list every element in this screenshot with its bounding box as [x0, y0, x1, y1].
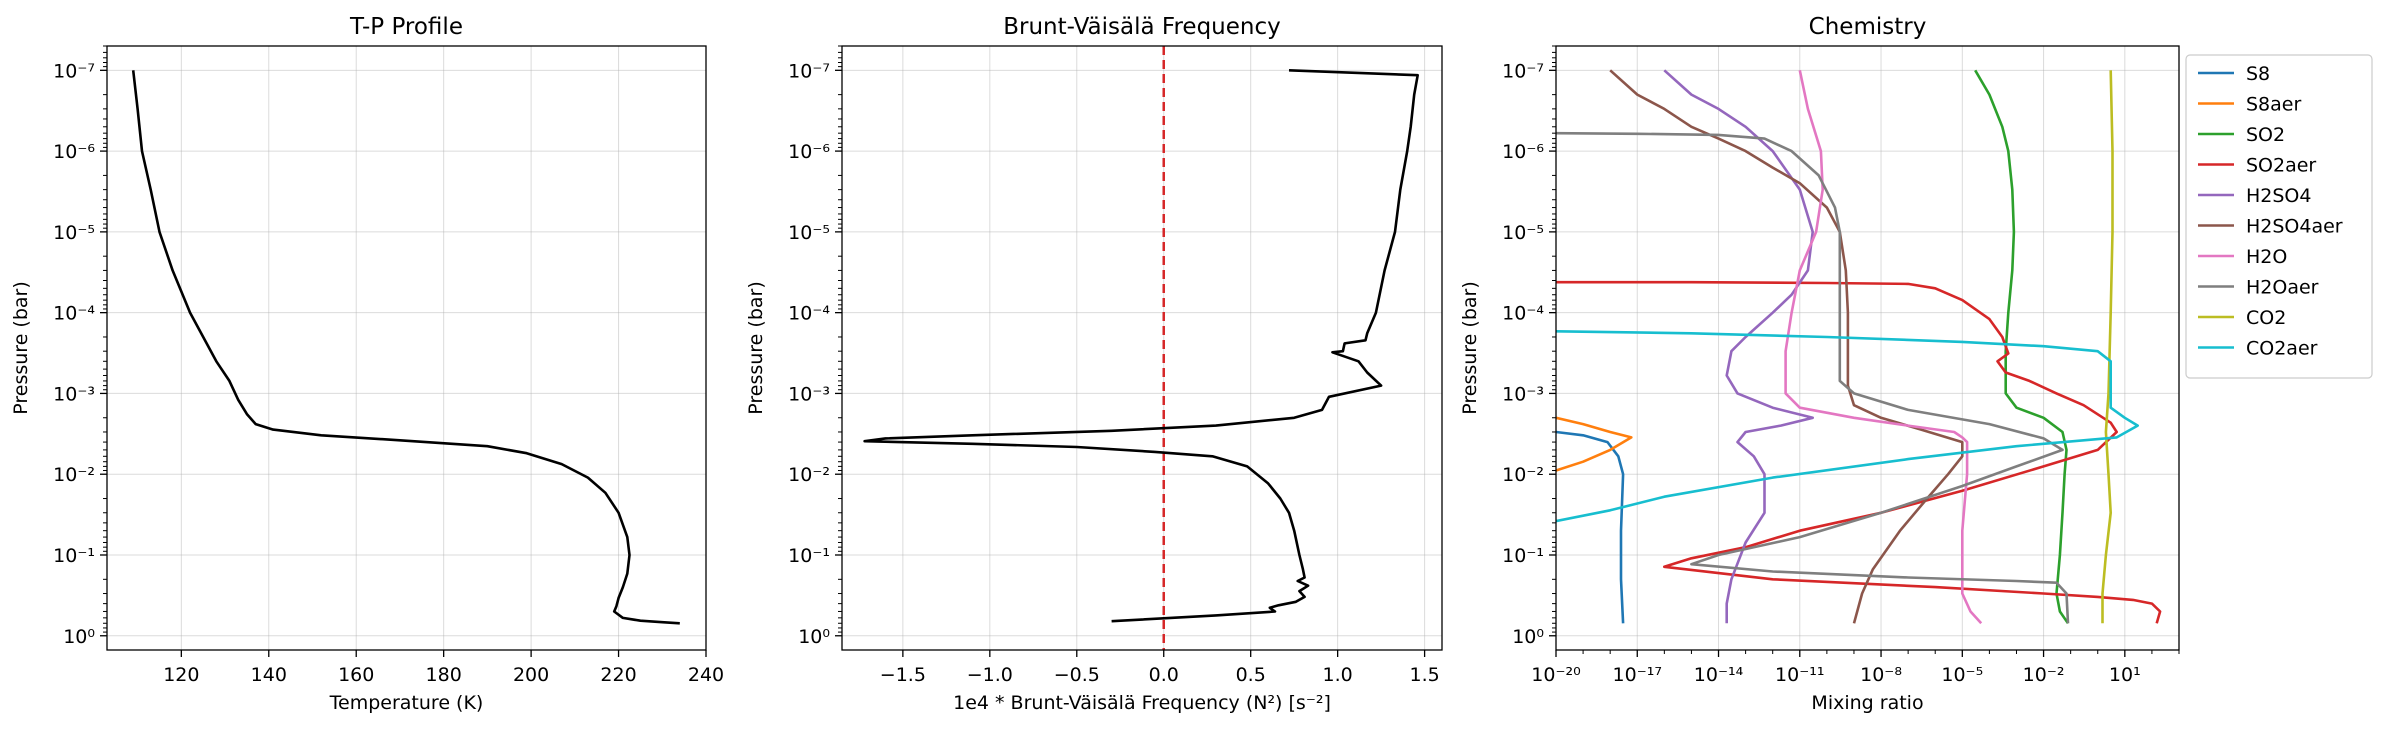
y-tick-label: 10⁻¹: [788, 545, 830, 567]
y-axis-label: Pressure (bar): [745, 281, 767, 415]
series-line-profile: [131, 70, 680, 625]
series-line-s8aer: [1556, 416, 1633, 472]
legend-entry-label: SO2: [2246, 124, 2285, 146]
y-tick-label: 10⁻³: [1502, 383, 1544, 405]
x-tick-label: 1.5: [1409, 664, 1439, 686]
y-tick-label: 10⁻⁴: [1502, 303, 1544, 325]
y-tick-label: 10⁻⁴: [53, 303, 95, 325]
x-tick-label: 220: [600, 664, 636, 686]
x-axis-label: Temperature (K): [329, 692, 484, 714]
series-line-co2aer: [1556, 330, 2139, 523]
legend-entry-label: H2SO4: [2246, 185, 2311, 207]
x-tick-label: −1.0: [967, 664, 1013, 686]
legend-entry-label: H2O: [2246, 246, 2287, 268]
x-tick-label: 240: [688, 664, 724, 686]
series-line-co2: [2101, 70, 2114, 624]
x-tick-label: 0.5: [1236, 664, 1266, 686]
y-tick-label: 10⁻⁷: [788, 60, 830, 82]
legend-box: [2185, 54, 2373, 379]
panel-tp-profile: T-P Profile Temperature (K) Pressure (ba…: [10, 14, 724, 714]
x-tick-label: 140: [251, 664, 287, 686]
axes-frame: [841, 45, 1443, 651]
axes-frame: [106, 45, 707, 651]
y-tick-label: 10⁻⁶: [53, 141, 95, 163]
panel-chemistry: Chemistry Mixing ratio Pressure (bar) 10…: [1459, 14, 2180, 714]
y-tick-label: 10⁻⁷: [53, 60, 95, 82]
series-line-h2o: [1784, 70, 1983, 625]
panel-brunt-vaisala: Brunt-Väisälä Frequency 1e4 * Brunt-Väis…: [745, 14, 1443, 714]
x-tick-label: 120: [163, 664, 199, 686]
x-tick-label: 10⁻²⁰: [1531, 664, 1580, 686]
x-tick-label: 10⁻¹¹: [1775, 664, 1824, 686]
x-tick-label: 0.0: [1149, 664, 1179, 686]
x-tick-label: 10¹: [2109, 664, 2141, 686]
legend-entry-label: CO2: [2246, 307, 2286, 329]
x-tick-label: 10⁻¹⁷: [1613, 664, 1662, 686]
x-tick-label: 180: [426, 664, 462, 686]
legend-entry-label: S8aer: [2246, 94, 2301, 116]
x-tick-label: 10⁻²: [2023, 664, 2065, 686]
x-tick-label: −1.5: [880, 664, 926, 686]
y-tick-label: 10⁻²: [1502, 464, 1544, 486]
x-tick-label: 200: [513, 664, 549, 686]
panel-title: Chemistry: [1809, 14, 1927, 40]
legend-entry-label: H2SO4aer: [2246, 216, 2343, 238]
x-axis-label: Mixing ratio: [1811, 692, 1923, 714]
x-tick-label: −0.5: [1054, 664, 1100, 686]
axes-frame: [1555, 45, 2180, 651]
series-line-h2so4: [1663, 69, 1814, 624]
x-axis-label: 1e4 * Brunt-Väisälä Frequency (N²) [s⁻²]: [953, 692, 1331, 714]
y-axis-label: Pressure (bar): [1459, 281, 1481, 415]
x-tick-label: 160: [338, 664, 374, 686]
x-tick-label: 10⁻¹⁴: [1694, 664, 1744, 686]
y-tick-label: 10⁻¹: [1502, 545, 1544, 567]
series-line-profile: [863, 69, 1419, 623]
panel-title: Brunt-Väisälä Frequency: [1003, 14, 1280, 40]
y-tick-label: 10⁻⁷: [1502, 60, 1544, 82]
x-tick-label: 10⁻⁵: [1941, 664, 1983, 686]
y-tick-label: 10⁻²: [53, 464, 95, 486]
y-tick-label: 10⁻⁴: [788, 303, 830, 325]
panel-title: T-P Profile: [349, 14, 463, 40]
y-tick-label: 10⁻⁵: [1502, 222, 1544, 244]
y-tick-label: 10⁻³: [53, 383, 95, 405]
y-tick-label: 10⁻³: [788, 383, 830, 405]
y-tick-label: 10⁻⁶: [788, 141, 830, 163]
y-tick-label: 10⁻⁵: [788, 222, 830, 244]
legend-entry-label: CO2aer: [2246, 338, 2318, 360]
y-tick-label: 10⁰: [798, 626, 830, 648]
y-axis-label: Pressure (bar): [10, 281, 32, 415]
legend-entry-label: H2Oaer: [2246, 277, 2319, 299]
x-tick-label: 1.0: [1323, 664, 1353, 686]
series-line-s8: [1556, 430, 1625, 624]
y-tick-label: 10⁻¹: [53, 545, 95, 567]
legend-entry-label: SO2aer: [2246, 155, 2316, 177]
y-tick-label: 10⁻⁶: [1502, 141, 1544, 163]
x-tick-label: 10⁻⁸: [1860, 664, 1902, 686]
series-line-h2oaer: [1556, 131, 2070, 624]
legend-entry-label: S8: [2246, 63, 2270, 85]
y-tick-label: 10⁰: [1512, 626, 1544, 648]
y-tick-label: 10⁻²: [788, 464, 830, 486]
y-tick-label: 10⁻⁵: [53, 222, 95, 244]
series-line-so2: [1974, 69, 2070, 625]
legend: S8 S8aer SO2 SO2aer H2SO4 H2SO4aer H2O H2Oaer CO…: [2185, 54, 2373, 379]
y-tick-label: 10⁰: [63, 626, 95, 648]
